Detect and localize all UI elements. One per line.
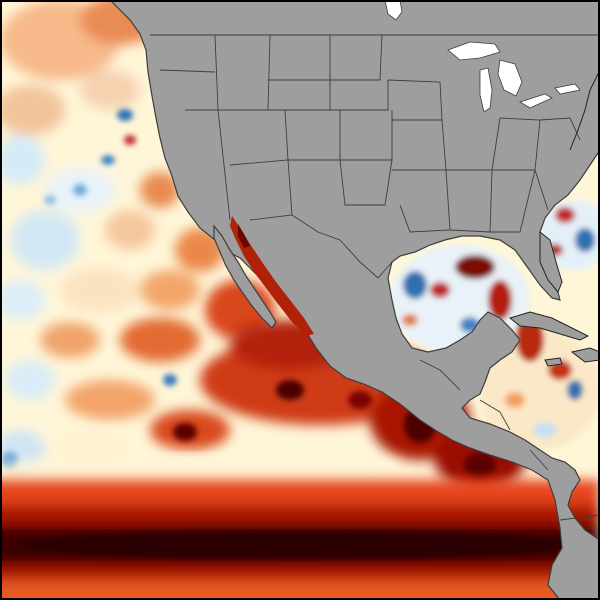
baja-california <box>213 224 277 329</box>
lake-superior <box>447 41 501 61</box>
anomaly-blob <box>173 423 197 441</box>
anomaly-blob <box>101 155 115 165</box>
border-line <box>229 109 289 166</box>
land-layer <box>109 0 600 600</box>
northeast-coast <box>569 69 600 151</box>
anomaly-blob <box>455 255 495 279</box>
anomaly-blob <box>65 380 155 420</box>
border-line <box>330 80 389 111</box>
cuba <box>508 311 590 341</box>
anomaly-blob <box>175 228 225 272</box>
anomaly-blob <box>0 85 65 135</box>
great-lakes <box>447 41 581 113</box>
anomaly-blob <box>5 360 55 400</box>
anomaly-blob <box>140 270 200 310</box>
lake-erie <box>519 93 553 109</box>
border-line <box>534 169 549 211</box>
lake-ontario <box>554 83 581 95</box>
anomaly-band <box>0 580 600 600</box>
anomaly-blob <box>348 391 372 409</box>
jamaica <box>544 357 563 367</box>
anomaly-blob <box>488 280 512 320</box>
lake-michigan <box>479 67 493 113</box>
hispaniola <box>570 347 600 363</box>
border-line <box>559 514 600 521</box>
anomaly-blob <box>10 210 80 270</box>
anomaly-blob <box>73 184 87 196</box>
anomaly-blob <box>124 135 136 145</box>
anomaly-blob <box>533 422 557 438</box>
border-line <box>529 449 549 471</box>
anomaly-blob <box>0 456 400 480</box>
border-line <box>291 214 393 279</box>
florida <box>539 230 563 293</box>
border-line <box>492 117 541 171</box>
anomaly-blob <box>505 392 525 408</box>
anomaly-blob <box>430 282 450 298</box>
anomaly-blob <box>40 322 100 358</box>
gulf-of-california-core <box>238 224 250 248</box>
anomaly-blob <box>0 135 45 185</box>
anomaly-blob <box>0 280 45 320</box>
north-america-land <box>109 0 600 600</box>
anomaly-blob <box>403 271 427 299</box>
anomaly-blob <box>60 268 140 312</box>
border-line <box>339 159 393 206</box>
border-line <box>399 169 451 233</box>
anomaly-blob <box>516 318 544 362</box>
anomaly-blob <box>276 380 304 400</box>
gulf-of-california <box>230 216 314 336</box>
border-line <box>490 169 536 233</box>
border-line <box>419 359 461 391</box>
anomaly-blob <box>575 228 595 252</box>
anomaly-blob <box>163 374 177 386</box>
anomaly-blob <box>480 330 600 450</box>
political-borders <box>150 34 600 521</box>
anomaly-blob <box>120 318 200 362</box>
anomaly-blob <box>464 453 496 477</box>
anomaly-blob <box>140 172 180 208</box>
hudson-bay-edge <box>384 0 403 21</box>
border-line <box>330 34 383 81</box>
border-line <box>446 169 493 233</box>
anomaly-blob <box>402 314 418 326</box>
border-line <box>479 399 511 431</box>
border-line <box>217 109 231 221</box>
anomaly-blob <box>567 380 583 400</box>
lake-huron <box>497 59 523 97</box>
anomaly-blob <box>105 210 155 250</box>
anomaly-blob <box>44 195 56 205</box>
anomaly-blob <box>20 531 580 559</box>
anomaly-blob <box>80 70 140 110</box>
border-line <box>159 69 216 73</box>
border-line <box>387 79 443 121</box>
anomaly-blob <box>555 207 575 223</box>
anomaly-blob <box>117 109 133 121</box>
border-line <box>491 117 501 171</box>
